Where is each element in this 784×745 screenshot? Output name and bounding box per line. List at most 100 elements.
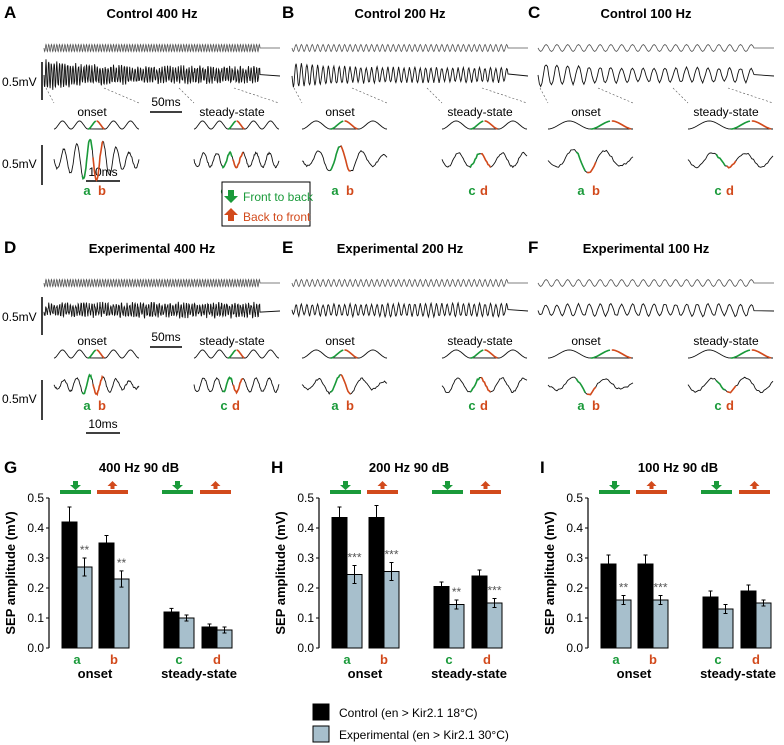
back-to-front-segment bbox=[236, 349, 245, 359]
up-arrow-icon bbox=[107, 481, 118, 489]
y-tick-label: 0.0 bbox=[566, 641, 583, 655]
panel-label: B bbox=[282, 3, 294, 22]
panel-label: A bbox=[4, 3, 16, 22]
back-to-front-response bbox=[480, 376, 491, 393]
peak-label: d bbox=[726, 398, 734, 413]
control-bar-a bbox=[61, 521, 78, 649]
peak-label: a bbox=[577, 183, 585, 198]
legend-swatch-experimental bbox=[312, 725, 330, 743]
panel-title: Experimental 200 Hz bbox=[337, 241, 464, 256]
back-to-front-segment bbox=[96, 349, 105, 359]
panel-label: I bbox=[540, 458, 545, 477]
back-to-front-segment bbox=[344, 120, 358, 130]
significance-marker: *** bbox=[347, 551, 361, 565]
stimulus-inset bbox=[301, 120, 388, 130]
steady-state-label: steady-state bbox=[199, 105, 265, 119]
panel-title: Control 200 Hz bbox=[354, 6, 446, 21]
response-inset bbox=[687, 152, 774, 169]
stimulus-inset bbox=[441, 349, 528, 359]
stimulus-trace bbox=[291, 278, 528, 288]
experimental-bar-a bbox=[76, 566, 93, 649]
y-tick-label: 0.2 bbox=[27, 581, 44, 595]
y-tick-label: 0.1 bbox=[27, 611, 44, 625]
response-inset bbox=[441, 376, 528, 394]
peak-label: a bbox=[331, 183, 339, 198]
panel-label: F bbox=[528, 238, 538, 257]
response-trace bbox=[537, 302, 775, 318]
front-to-back-segment bbox=[87, 349, 97, 359]
category-label: d bbox=[213, 652, 221, 667]
front-to-back-label: Front to back bbox=[243, 190, 314, 204]
voltage-scale-label-inset: 0.5mV bbox=[2, 157, 37, 171]
experimental-bar-b bbox=[652, 599, 669, 649]
time-scale-label-inset: 10ms bbox=[88, 165, 117, 179]
peak-label: c bbox=[714, 183, 721, 198]
response-trace bbox=[291, 301, 529, 319]
y-tick-label: 0.0 bbox=[27, 641, 44, 655]
front-to-back-response bbox=[469, 152, 481, 168]
front-to-back-segment bbox=[227, 349, 237, 359]
back-to-front-segment bbox=[484, 120, 498, 130]
group-label-steady-state: steady-state bbox=[161, 666, 237, 681]
back-to-front-response bbox=[726, 385, 737, 394]
peak-label: a bbox=[83, 398, 91, 413]
stimulus-inset bbox=[193, 120, 280, 130]
y-tick-label: 0.3 bbox=[27, 551, 44, 565]
peak-label: b bbox=[592, 398, 600, 413]
onset-label: onset bbox=[325, 105, 355, 119]
zoom-guide bbox=[103, 87, 140, 104]
significance-marker: *** bbox=[384, 548, 398, 562]
back-to-front-response bbox=[232, 151, 244, 169]
front-to-back-segment bbox=[730, 349, 751, 359]
back-to-front-response bbox=[92, 141, 104, 182]
panel-label: E bbox=[282, 238, 293, 257]
experimental-bar-a bbox=[615, 599, 632, 649]
chart-title: 100 Hz 90 dB bbox=[638, 460, 718, 475]
stimulus-inset bbox=[301, 349, 388, 359]
stimulus-trace bbox=[291, 43, 528, 53]
experimental-bar-c bbox=[178, 617, 195, 649]
response-inset bbox=[193, 376, 280, 394]
control-bar-d bbox=[201, 626, 218, 649]
onset-label: onset bbox=[77, 334, 107, 348]
back-to-front-response bbox=[480, 152, 492, 168]
peak-label: a bbox=[577, 398, 585, 413]
front-to-back-segment bbox=[470, 349, 484, 359]
legend-swatch-control bbox=[312, 703, 330, 721]
panel-title: Control 400 Hz bbox=[106, 6, 198, 21]
category-label: c bbox=[714, 652, 721, 667]
panel-label: D bbox=[4, 238, 16, 257]
onset-label: onset bbox=[325, 334, 355, 348]
down-arrow-icon bbox=[224, 190, 238, 203]
peak-label: d bbox=[480, 183, 488, 198]
back-to-front-bar bbox=[97, 490, 128, 494]
group-label-steady-state: steady-state bbox=[431, 666, 507, 681]
category-label: d bbox=[752, 652, 760, 667]
experimental-bar-b bbox=[383, 571, 400, 649]
stimulus-trace bbox=[43, 278, 280, 288]
category-label: a bbox=[73, 652, 81, 667]
front-to-back-segment bbox=[590, 349, 611, 359]
group-label-onset: onset bbox=[78, 666, 113, 681]
category-label: c bbox=[445, 652, 452, 667]
peak-label: b bbox=[346, 183, 354, 198]
voltage-scale-label: 0.5mV bbox=[2, 75, 37, 89]
time-scale-label: 50ms bbox=[151, 330, 180, 344]
front-to-back-response bbox=[575, 378, 586, 393]
peak-label: c bbox=[468, 398, 475, 413]
y-axis-label: SEP amplitude (mV) bbox=[542, 511, 557, 634]
experimental-bar-c bbox=[717, 608, 734, 649]
zoom-guide bbox=[481, 87, 528, 104]
steady-state-label: steady-state bbox=[693, 334, 759, 348]
back-to-front-response bbox=[92, 374, 104, 397]
response-inset bbox=[53, 374, 140, 396]
y-tick-label: 0.1 bbox=[297, 611, 314, 625]
front-to-back-response bbox=[81, 138, 94, 180]
panel-title: Experimental 100 Hz bbox=[583, 241, 710, 256]
back-to-front-response bbox=[232, 377, 244, 395]
zoom-guide bbox=[539, 87, 549, 104]
peak-label: b bbox=[98, 398, 106, 413]
response-inset bbox=[193, 151, 280, 169]
control-bar-b bbox=[637, 563, 654, 649]
